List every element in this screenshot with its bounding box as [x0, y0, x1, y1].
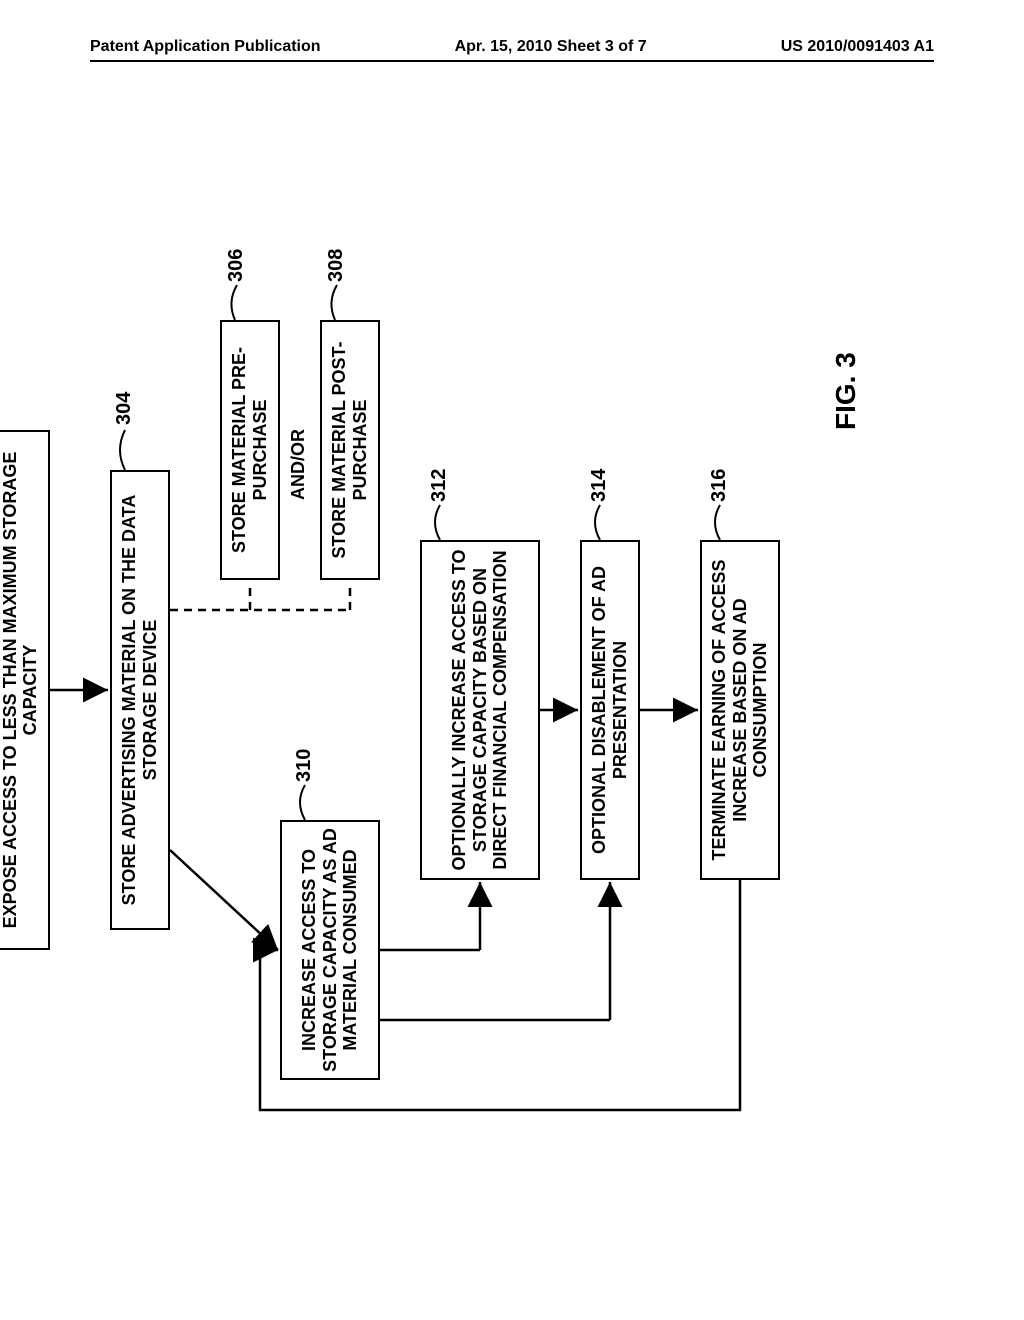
- box-314-disable-ad: OPTIONAL DISABLEMENT OF AD PRESENTATION: [580, 540, 640, 880]
- box-308-store-post-purchase: STORE MATERIAL POST-PURCHASE: [320, 320, 380, 580]
- box-304-store-ad-material: STORE ADVERTISING MATERIAL ON THE DATA S…: [110, 470, 170, 930]
- box-306-store-pre-purchase: STORE MATERIAL PRE-PURCHASE: [220, 320, 280, 580]
- figure-label: FIG. 3: [830, 352, 862, 430]
- header-center: Apr. 15, 2010 Sheet 3 of 7: [455, 38, 647, 56]
- flowchart: PROVIDE DATA STORAGE DEVICE CONFIGURED T…: [0, 320, 1020, 1080]
- header-right: US 2010/0091403 A1: [781, 38, 934, 56]
- ref-308: 308: [325, 249, 348, 282]
- box-312-increase-financial: OPTIONALLY INCREASE ACCESS TO STORAGE CA…: [420, 540, 540, 880]
- box-310-increase-access-consumed: INCREASE ACCESS TO STORAGE CAPACITY AS A…: [280, 820, 380, 1080]
- box-316-terminate-earning: TERMINATE EARNING OF ACCESS INCREASE BAS…: [700, 540, 780, 880]
- ref-316: 316: [708, 469, 731, 502]
- ref-302: 302: [0, 352, 1, 385]
- box-302-provide-device: PROVIDE DATA STORAGE DEVICE CONFIGURED T…: [0, 430, 50, 950]
- ref-312: 312: [428, 469, 451, 502]
- and-or-label: AND/OR: [288, 429, 309, 500]
- ref-310: 310: [293, 749, 316, 782]
- ref-304: 304: [113, 392, 136, 425]
- ref-306: 306: [225, 249, 248, 282]
- header-left: Patent Application Publication: [90, 38, 321, 56]
- ref-314: 314: [588, 469, 611, 502]
- page-header: Patent Application Publication Apr. 15, …: [90, 38, 934, 62]
- page: Patent Application Publication Apr. 15, …: [0, 0, 1024, 1320]
